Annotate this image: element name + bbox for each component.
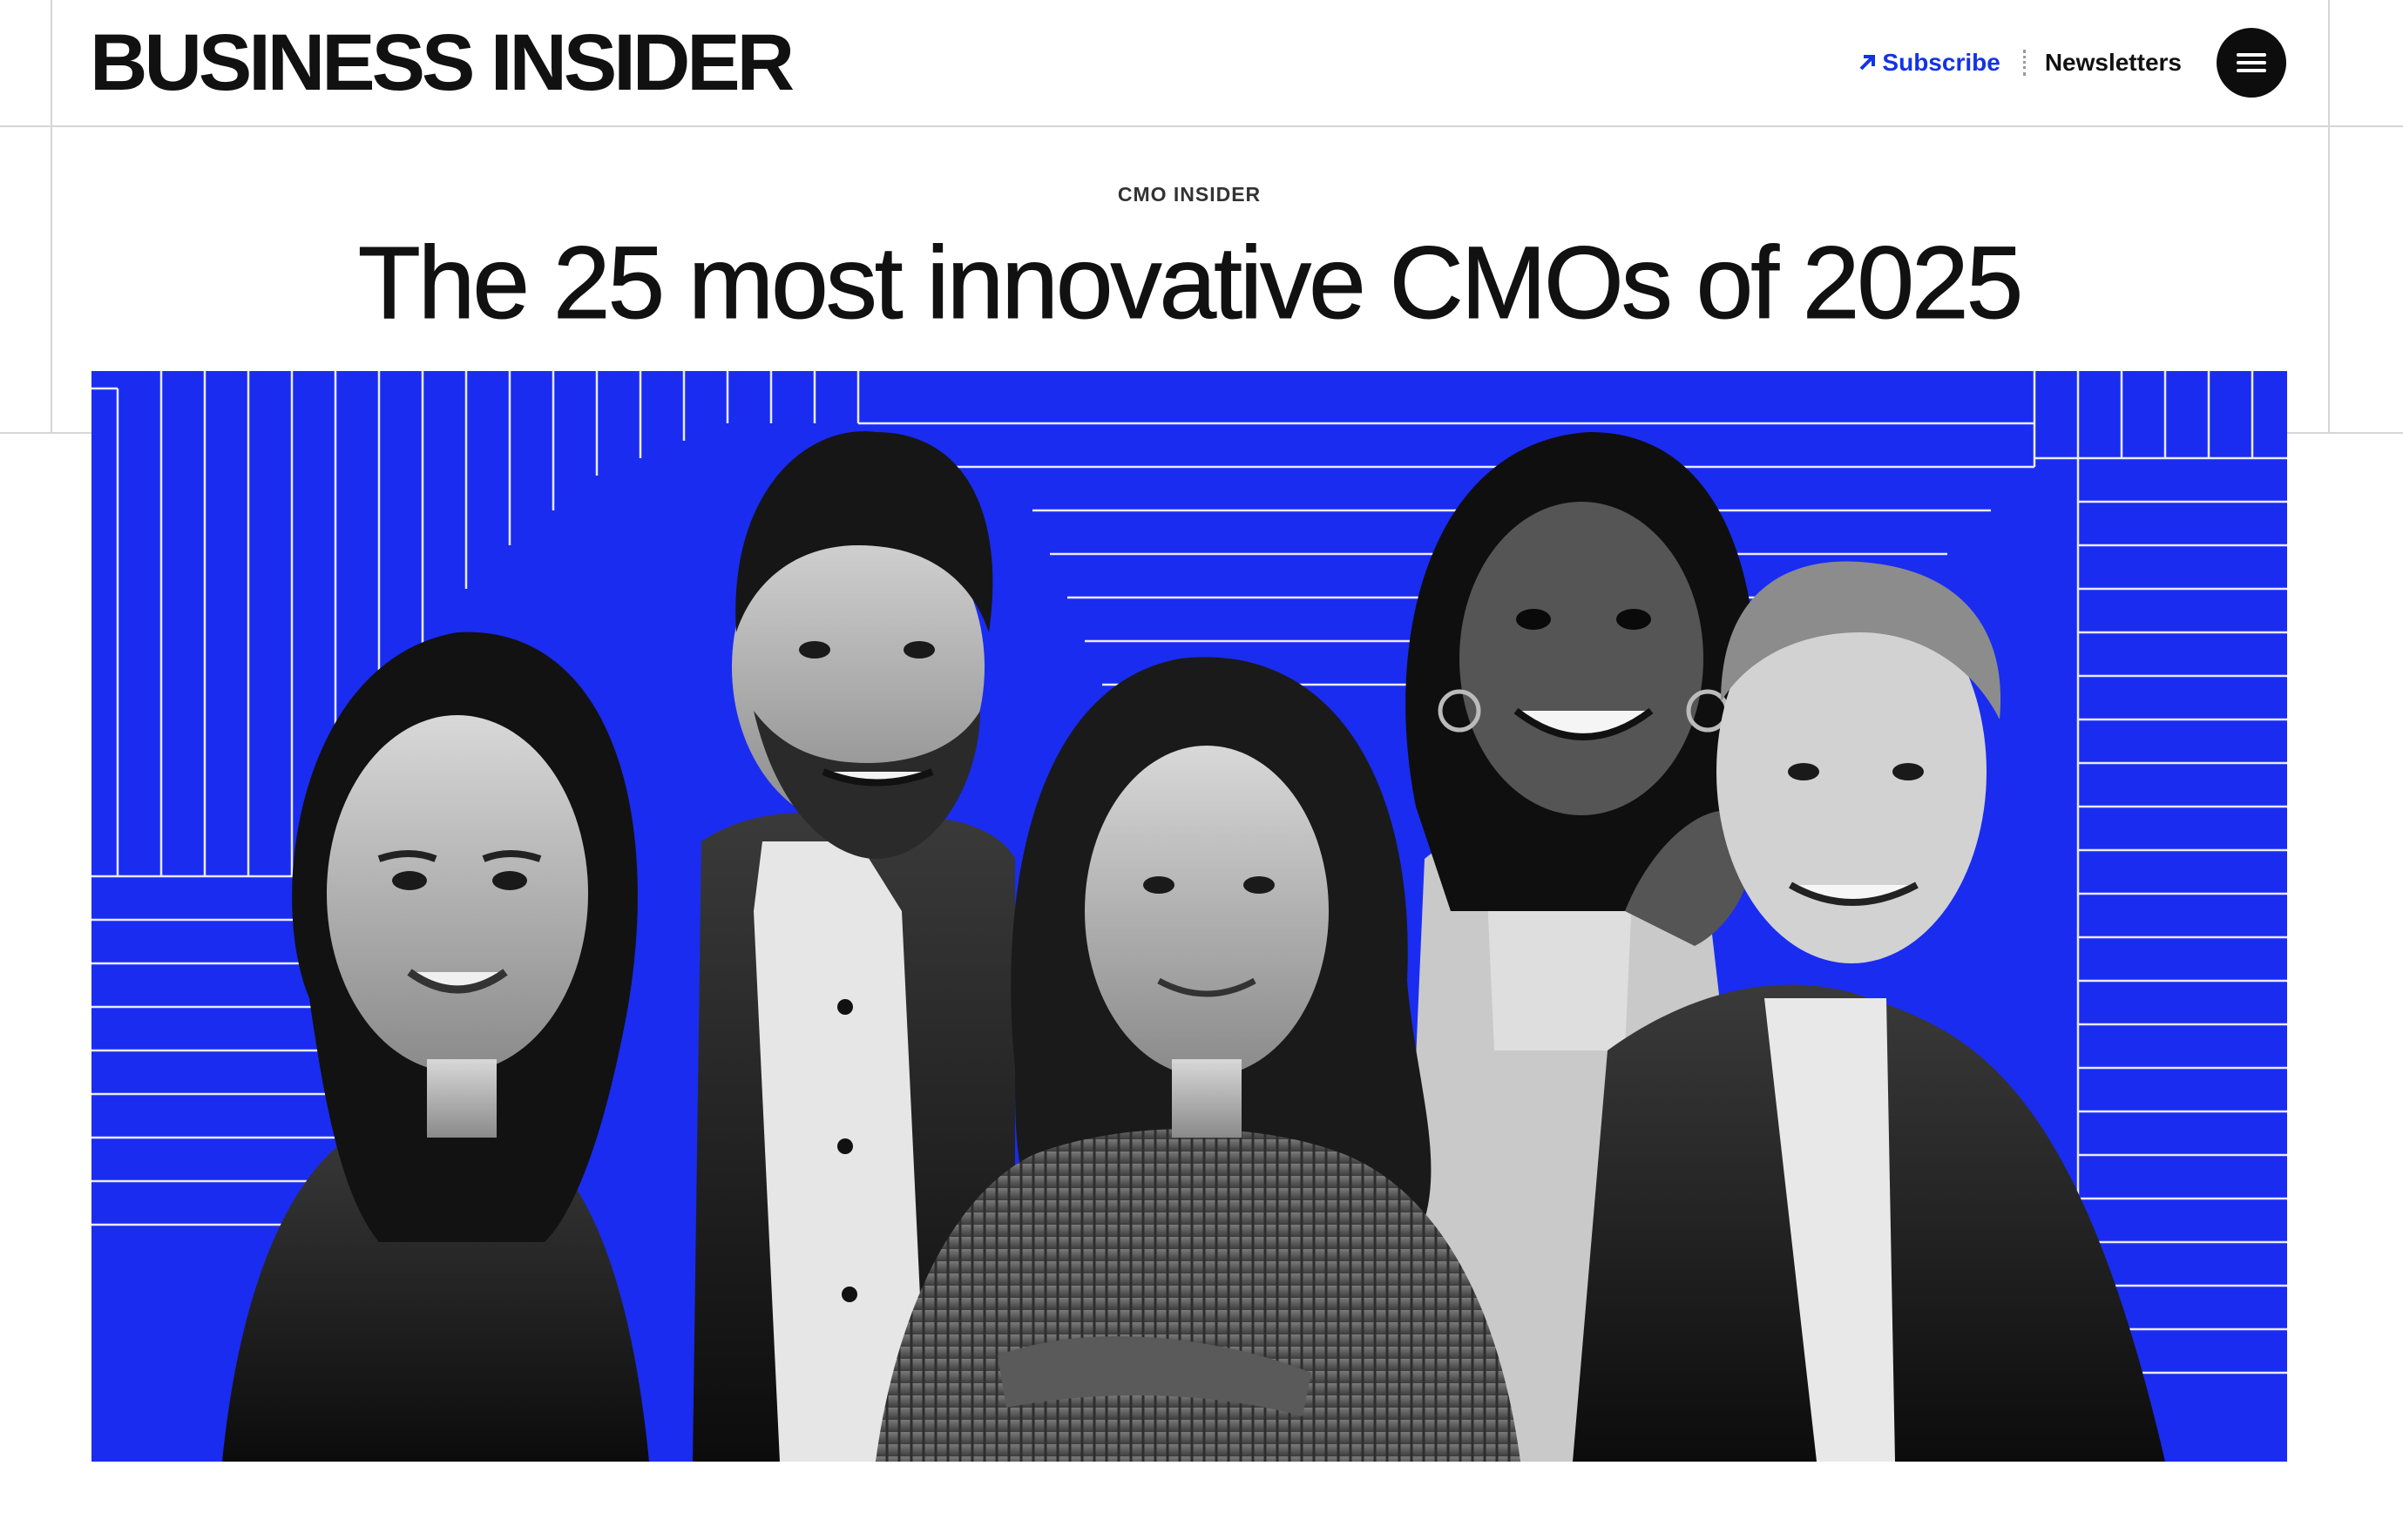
- left-frame-line: [51, 0, 52, 434]
- subscribe-label: Subscribe: [1882, 49, 2000, 76]
- person-man-grey-hair: [1573, 561, 2165, 1462]
- article-headline: The 25 most innovative CMOs of 2025: [357, 226, 2024, 341]
- person-woman-curly-hair: [876, 657, 1520, 1462]
- person-woman-left: [222, 632, 649, 1462]
- nav-divider: [2022, 50, 2026, 76]
- subscribe-link[interactable]: Subscribe: [1858, 49, 2000, 77]
- header-nav: Subscribe Newsletters: [1858, 26, 2286, 99]
- site-header: BUSINESS INSIDER Subscribe Newsletters: [0, 0, 2403, 125]
- menu-button[interactable]: [2217, 28, 2286, 98]
- business-insider-logo[interactable]: BUSINESS INSIDER: [90, 18, 795, 107]
- header-bottom-border: [0, 125, 2403, 127]
- newsletters-link[interactable]: Newsletters: [2044, 49, 2182, 76]
- article-kicker[interactable]: CMO INSIDER: [1117, 183, 1262, 206]
- hero-illustration: [91, 371, 2287, 1462]
- hamburger-menu-icon: [2237, 53, 2266, 72]
- person-man-beard: [693, 431, 1015, 1462]
- background-line-pattern: [91, 371, 2287, 1375]
- arrow-up-right-icon: [1860, 55, 1876, 71]
- right-frame-line: [2328, 0, 2330, 434]
- hero-image: [91, 371, 2287, 1462]
